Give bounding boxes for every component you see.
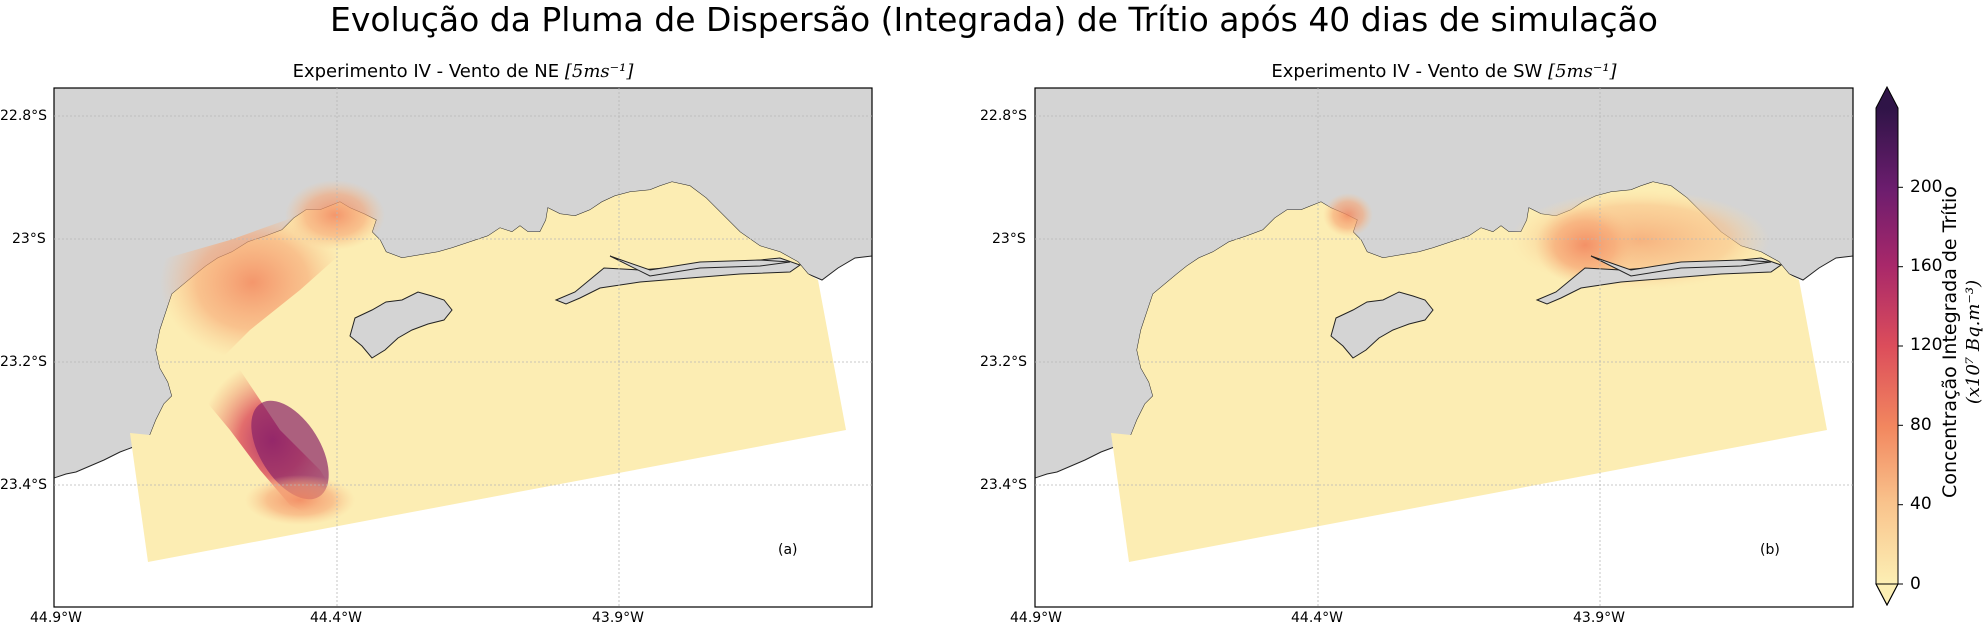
panel-b-title: Experimento IV - Vento de SW [5ms⁻¹] — [1035, 61, 1853, 82]
panel-b-sepetiba-bar — [1590, 255, 1772, 277]
colorbar-label: Concentração Integrada de Trítio (x10⁷ B… — [1938, 122, 1988, 562]
colorbar-tick-1: 40 — [1910, 494, 1932, 514]
colorbar — [1875, 85, 1903, 607]
colorbar-tick-5: 200 — [1910, 177, 1943, 197]
panel-b-island — [1330, 291, 1434, 359]
colorbar-gradient — [1876, 108, 1898, 584]
panel-a-letter: (a) — [778, 542, 798, 558]
colorbar-tick-0: 0 — [1910, 574, 1921, 594]
lat-tick-a-2: 23.2°S — [0, 354, 48, 370]
lat-tick-b-1: 23°S — [992, 231, 1026, 247]
lat-tick-a-3: 23.4°S — [0, 477, 48, 493]
figure-title: Evolução da Pluma de Dispersão (Integrad… — [330, 0, 1658, 39]
colorbar-extend-max — [1876, 87, 1898, 108]
colorbar-tick-2: 80 — [1910, 415, 1932, 435]
panel-a-restinga — [554, 257, 802, 305]
lat-tick-b-2: 23.2°S — [980, 354, 1028, 370]
colorbar-label-line1: Concentração Integrada de Trítio — [1939, 186, 1961, 498]
panel-a-frame — [53, 87, 873, 608]
lon-tick-b-0: 44.9°W — [1010, 610, 1063, 626]
lon-tick-b-2: 43.9°W — [1573, 610, 1626, 626]
panel-b-title-text: Experimento IV - Vento de SW — [1271, 61, 1549, 82]
lon-tick-b-1: 44.4°W — [1291, 610, 1344, 626]
lon-tick-a-1: 44.4°W — [310, 610, 363, 626]
lon-tick-a-0: 44.9°W — [30, 610, 83, 626]
panel-a-plume-tail — [245, 475, 355, 525]
panel-a-island — [349, 291, 453, 359]
panel-a-sepetiba-bar — [609, 255, 791, 277]
panel-a-title-text: Experimento IV - Vento de NE — [292, 61, 565, 82]
panel-a-title: Experimento IV - Vento de NE [5ms⁻¹] — [54, 61, 872, 82]
colorbar-extend-min — [1875, 583, 1899, 607]
panel-b-letter: (b) — [1760, 542, 1780, 558]
panel-b-frame — [1034, 87, 1854, 608]
panel-a-plume-west — [160, 205, 345, 360]
colorbar-tick-marks — [1898, 186, 1903, 585]
panel-b-plume-north — [1323, 193, 1373, 237]
panel-b-restinga — [1535, 257, 1783, 305]
map-panel-b — [1035, 88, 1853, 607]
panel-a-plume-hot — [251, 400, 329, 500]
colorbar-label-line2: (x10⁷ Bq.m⁻³) — [1963, 279, 1984, 405]
lon-tick-a-2: 43.9°W — [592, 610, 645, 626]
lat-tick-a-0: 22.8°S — [0, 108, 48, 124]
lat-tick-b-3: 23.4°S — [980, 477, 1028, 493]
lat-tick-a-1: 23°S — [12, 231, 46, 247]
panel-a-title-unit: [5ms⁻¹] — [564, 61, 634, 82]
panel-a-grid — [54, 88, 872, 607]
colorbar-tick-3: 120 — [1910, 335, 1943, 355]
panel-a-plume-north — [285, 180, 385, 250]
panel-b-grid — [1035, 88, 1853, 607]
panel-b-title-unit: [5ms⁻¹] — [1548, 61, 1617, 82]
lat-tick-b-0: 22.8°S — [980, 108, 1028, 124]
map-panel-a — [54, 88, 872, 607]
colorbar-tick-4: 160 — [1910, 256, 1943, 276]
